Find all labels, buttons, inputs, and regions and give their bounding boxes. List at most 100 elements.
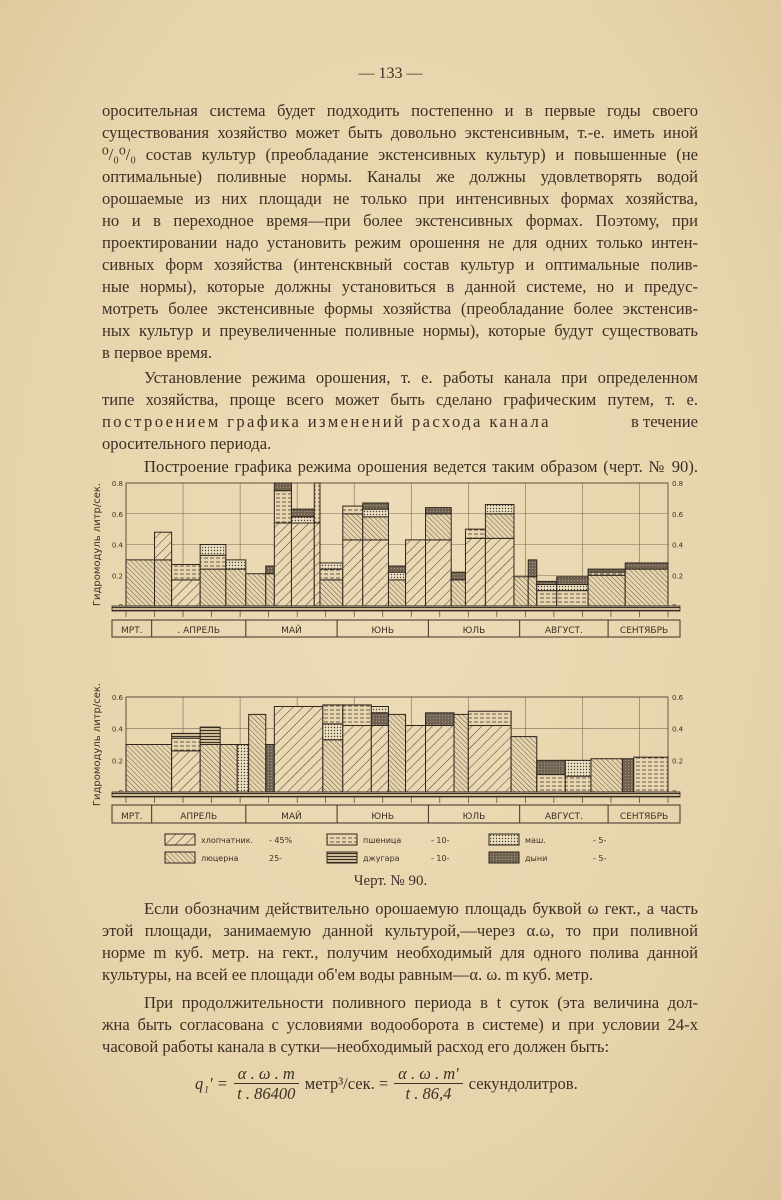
bar-segment-mash [370,706,389,714]
bar-segment-mash [387,571,407,581]
legend-share: - 5- [593,854,607,863]
bar-segment-cotton [467,725,512,793]
bar-segment-wheat [199,554,227,570]
legend-share: - 10- [431,836,450,845]
text-line: При продолжительности поливного периода … [144,993,698,1012]
bar-segment-djugara [199,726,221,745]
paragraph-3: Построение графика режима орошения ведет… [102,456,698,478]
month-label: МРТ. [121,812,143,822]
text-line: построением графика изменений расхода ка… [102,411,698,433]
text-line: оросительная система будет подходить пос… [102,101,698,120]
bar-segment-mash [556,583,589,592]
spaced-emphasis: построением графика изменений расхода ка… [102,412,551,431]
bar-segment-lucerne [248,713,267,793]
paragraph-2: Установление режима орошения, т. е. рабо… [102,367,698,455]
bar-segment-wheat [313,482,321,524]
bar-segment-wheat [273,490,292,524]
month-band [111,619,681,638]
bar-segment-wheat [536,590,558,607]
bar-segment-wheat [564,775,592,793]
y-tick-label-right: 0.4 [672,542,684,550]
month-label: СЕНТЯБРЬ [620,626,668,636]
figure-caption: Черт. № 90. [353,873,428,889]
bar-segment-lucerne [425,513,452,541]
bar-segment-wheat [319,568,344,581]
bar-segment-melons [265,565,275,575]
y-tick-label-right: 0.2 [672,757,683,765]
bar-segment-lucerne [199,744,221,793]
text-line: этой площади, занимаемую данной культуро… [102,921,698,940]
y-tick-label: 0.4 [112,726,124,734]
fraction-2: α . ω . m' t . 86,4 [394,1064,463,1103]
paragraph-5: При продолжительности поливного периода … [102,992,698,1058]
legend-share: - 5- [593,836,607,845]
month-label: . АПРЕЛЬ [177,626,220,636]
bar-segment-melons [621,758,635,793]
bar-segment-wheat [536,774,566,793]
bar-segment-cotton [425,539,452,607]
bar-segment-cotton [273,706,324,793]
bar-segment-mash [484,504,515,515]
legend-label: джугара [363,854,400,863]
bar-segment-lucerne [527,576,538,607]
page-number: — 133 — [358,65,423,82]
text-line: Если обозначим действительно орошаемую п… [144,899,698,918]
bar-segment-cotton [290,522,315,607]
bar-segment-cotton [464,537,486,607]
bar-segment-lucerne [219,744,238,793]
legend-label: дыни [525,854,547,863]
bar-segment-cotton [154,531,173,561]
bar-segment-lucerne [154,559,173,607]
text-line: часовой работы канала в сутки—необходимы… [102,1037,610,1056]
bar-segment-cotton [405,539,427,607]
bar-segment-wheat [633,756,669,793]
chart-legend: хлопчатник. - 45% люцерна 25- пшеница - 10- дж… [164,833,607,864]
bar-segment-lucerne [322,739,344,793]
y-axis-label: Гидромодуль литр/сек. [92,683,103,806]
y-tick-label: 0.6 [112,694,124,702]
y-tick-label: 0.8 [112,480,123,488]
bar-segment-melons [425,712,455,726]
legend-swatch-djugara [326,851,358,864]
y-tick-label-right: 0.4 [672,726,684,734]
bar-segment-melons [536,759,566,776]
legend-swatch-melons [488,851,520,864]
text-line: проектировании надо установить режим оро… [102,233,698,252]
numerator: α . ω . m [233,1064,299,1084]
unit: секундолитров. [468,1074,578,1093]
bar-segment-cotton [362,539,389,607]
month-label: МРТ. [121,626,143,636]
bar-segment-wheat [556,590,589,607]
unit: метр³/сек. = [304,1074,389,1093]
legend-swatch-lucerne [164,851,196,864]
bar-segment-mash [536,583,558,592]
bar-segment-lucerne [342,513,364,541]
month-label: ЮЛЬ [463,812,486,822]
bar-segment-lucerne [624,568,669,607]
x-axis-strip [111,791,681,798]
bar-segment-wheat [171,737,201,752]
y-tick-label: 0.2 [112,757,123,765]
bar-segment-wheat [342,704,372,727]
legend-label: хлопчатник. [201,836,253,845]
legend-swatch-wheat [326,833,358,846]
bar-segment-lucerne [513,576,529,607]
y-tick-label-right: 0.6 [672,694,684,702]
paragraph-4: Если обозначим действительно орошаемую п… [102,898,698,986]
text-line: Построение графика режима орошения ведет… [144,457,698,476]
bar-segment-mash [319,562,344,570]
bar-segment-lucerne [453,713,469,793]
bar-segment-lucerne [125,559,156,607]
month-label: АВГУСТ. [545,626,583,636]
denominator: t . 86,4 [405,1084,452,1103]
bar-segment-melons [370,712,389,726]
legend-share: 25- [269,854,282,863]
formula-lhs: q₁' = [195,1074,228,1093]
bar-segment-cotton [405,725,427,793]
bar-segment-lucerne [362,516,389,541]
bar-segment-melons [624,562,669,570]
text-line: ных культур и преувеличенные поливные но… [102,321,698,340]
bar-segment-melons [273,482,292,492]
